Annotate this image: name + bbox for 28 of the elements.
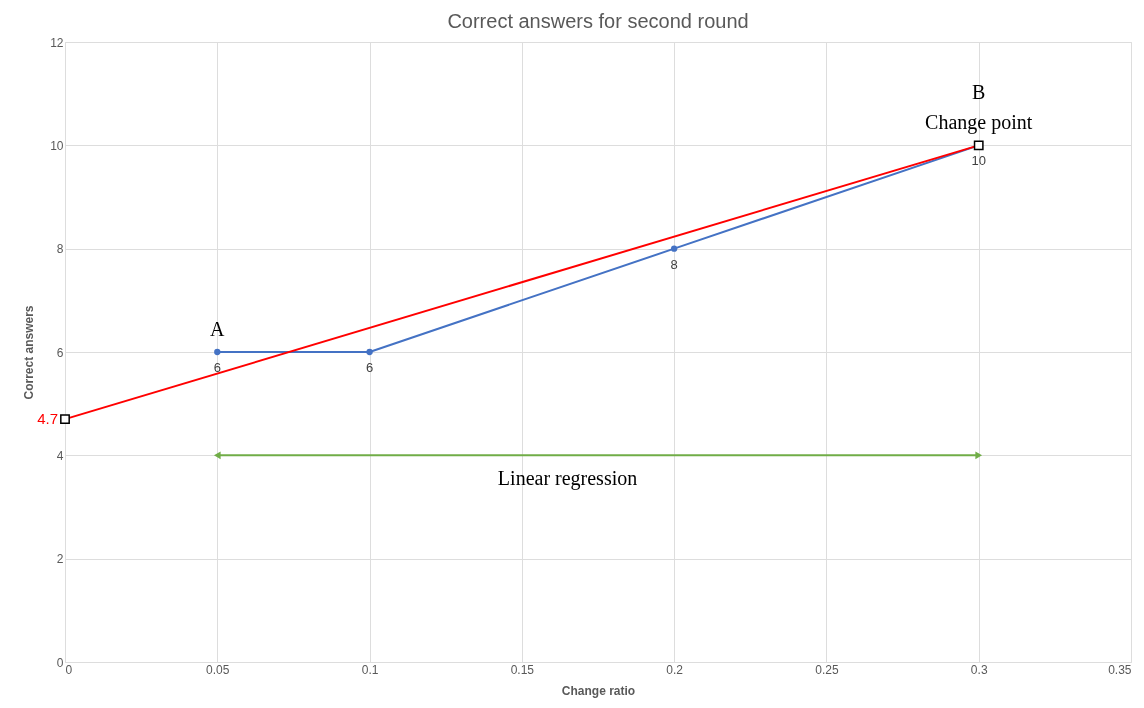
x-tick-label: 0.1 <box>361 662 379 677</box>
x-tick-label: 0.35 <box>1108 662 1132 677</box>
y-tick-label: 8 <box>56 242 64 257</box>
point <box>366 348 373 356</box>
annotation: Change point <box>925 111 1033 135</box>
point <box>670 245 678 252</box>
y-tick-label: 6 <box>56 345 64 360</box>
y-tick-label: 4 <box>56 448 64 463</box>
x-axis-title: Change ratio <box>561 683 636 698</box>
point <box>214 348 221 356</box>
y-tick-label: 10 <box>50 138 64 153</box>
chart-title: Correct answers for second round <box>447 10 749 32</box>
x-tick-label: 0.25 <box>815 662 839 677</box>
data-label: 6 <box>213 360 221 375</box>
y-tick-label: 12 <box>50 35 64 50</box>
annotation: B <box>972 81 986 104</box>
x-tick-label: 0.2 <box>666 662 684 677</box>
data-label: 4.7 <box>37 410 58 428</box>
annotation: A <box>210 318 226 340</box>
y-tick-label: 2 <box>56 552 64 567</box>
data-label: 8 <box>670 256 678 272</box>
data-label: 10 <box>971 153 986 169</box>
x-tick-label: 0.05 <box>206 662 230 677</box>
x-tick-label: 0.3 <box>970 662 988 677</box>
y-axis-title: Correct answers <box>22 305 37 400</box>
data-label: 6 <box>365 360 374 375</box>
annotation: Linear regression <box>497 467 638 491</box>
x-tick-label: 0.15 <box>510 662 535 677</box>
